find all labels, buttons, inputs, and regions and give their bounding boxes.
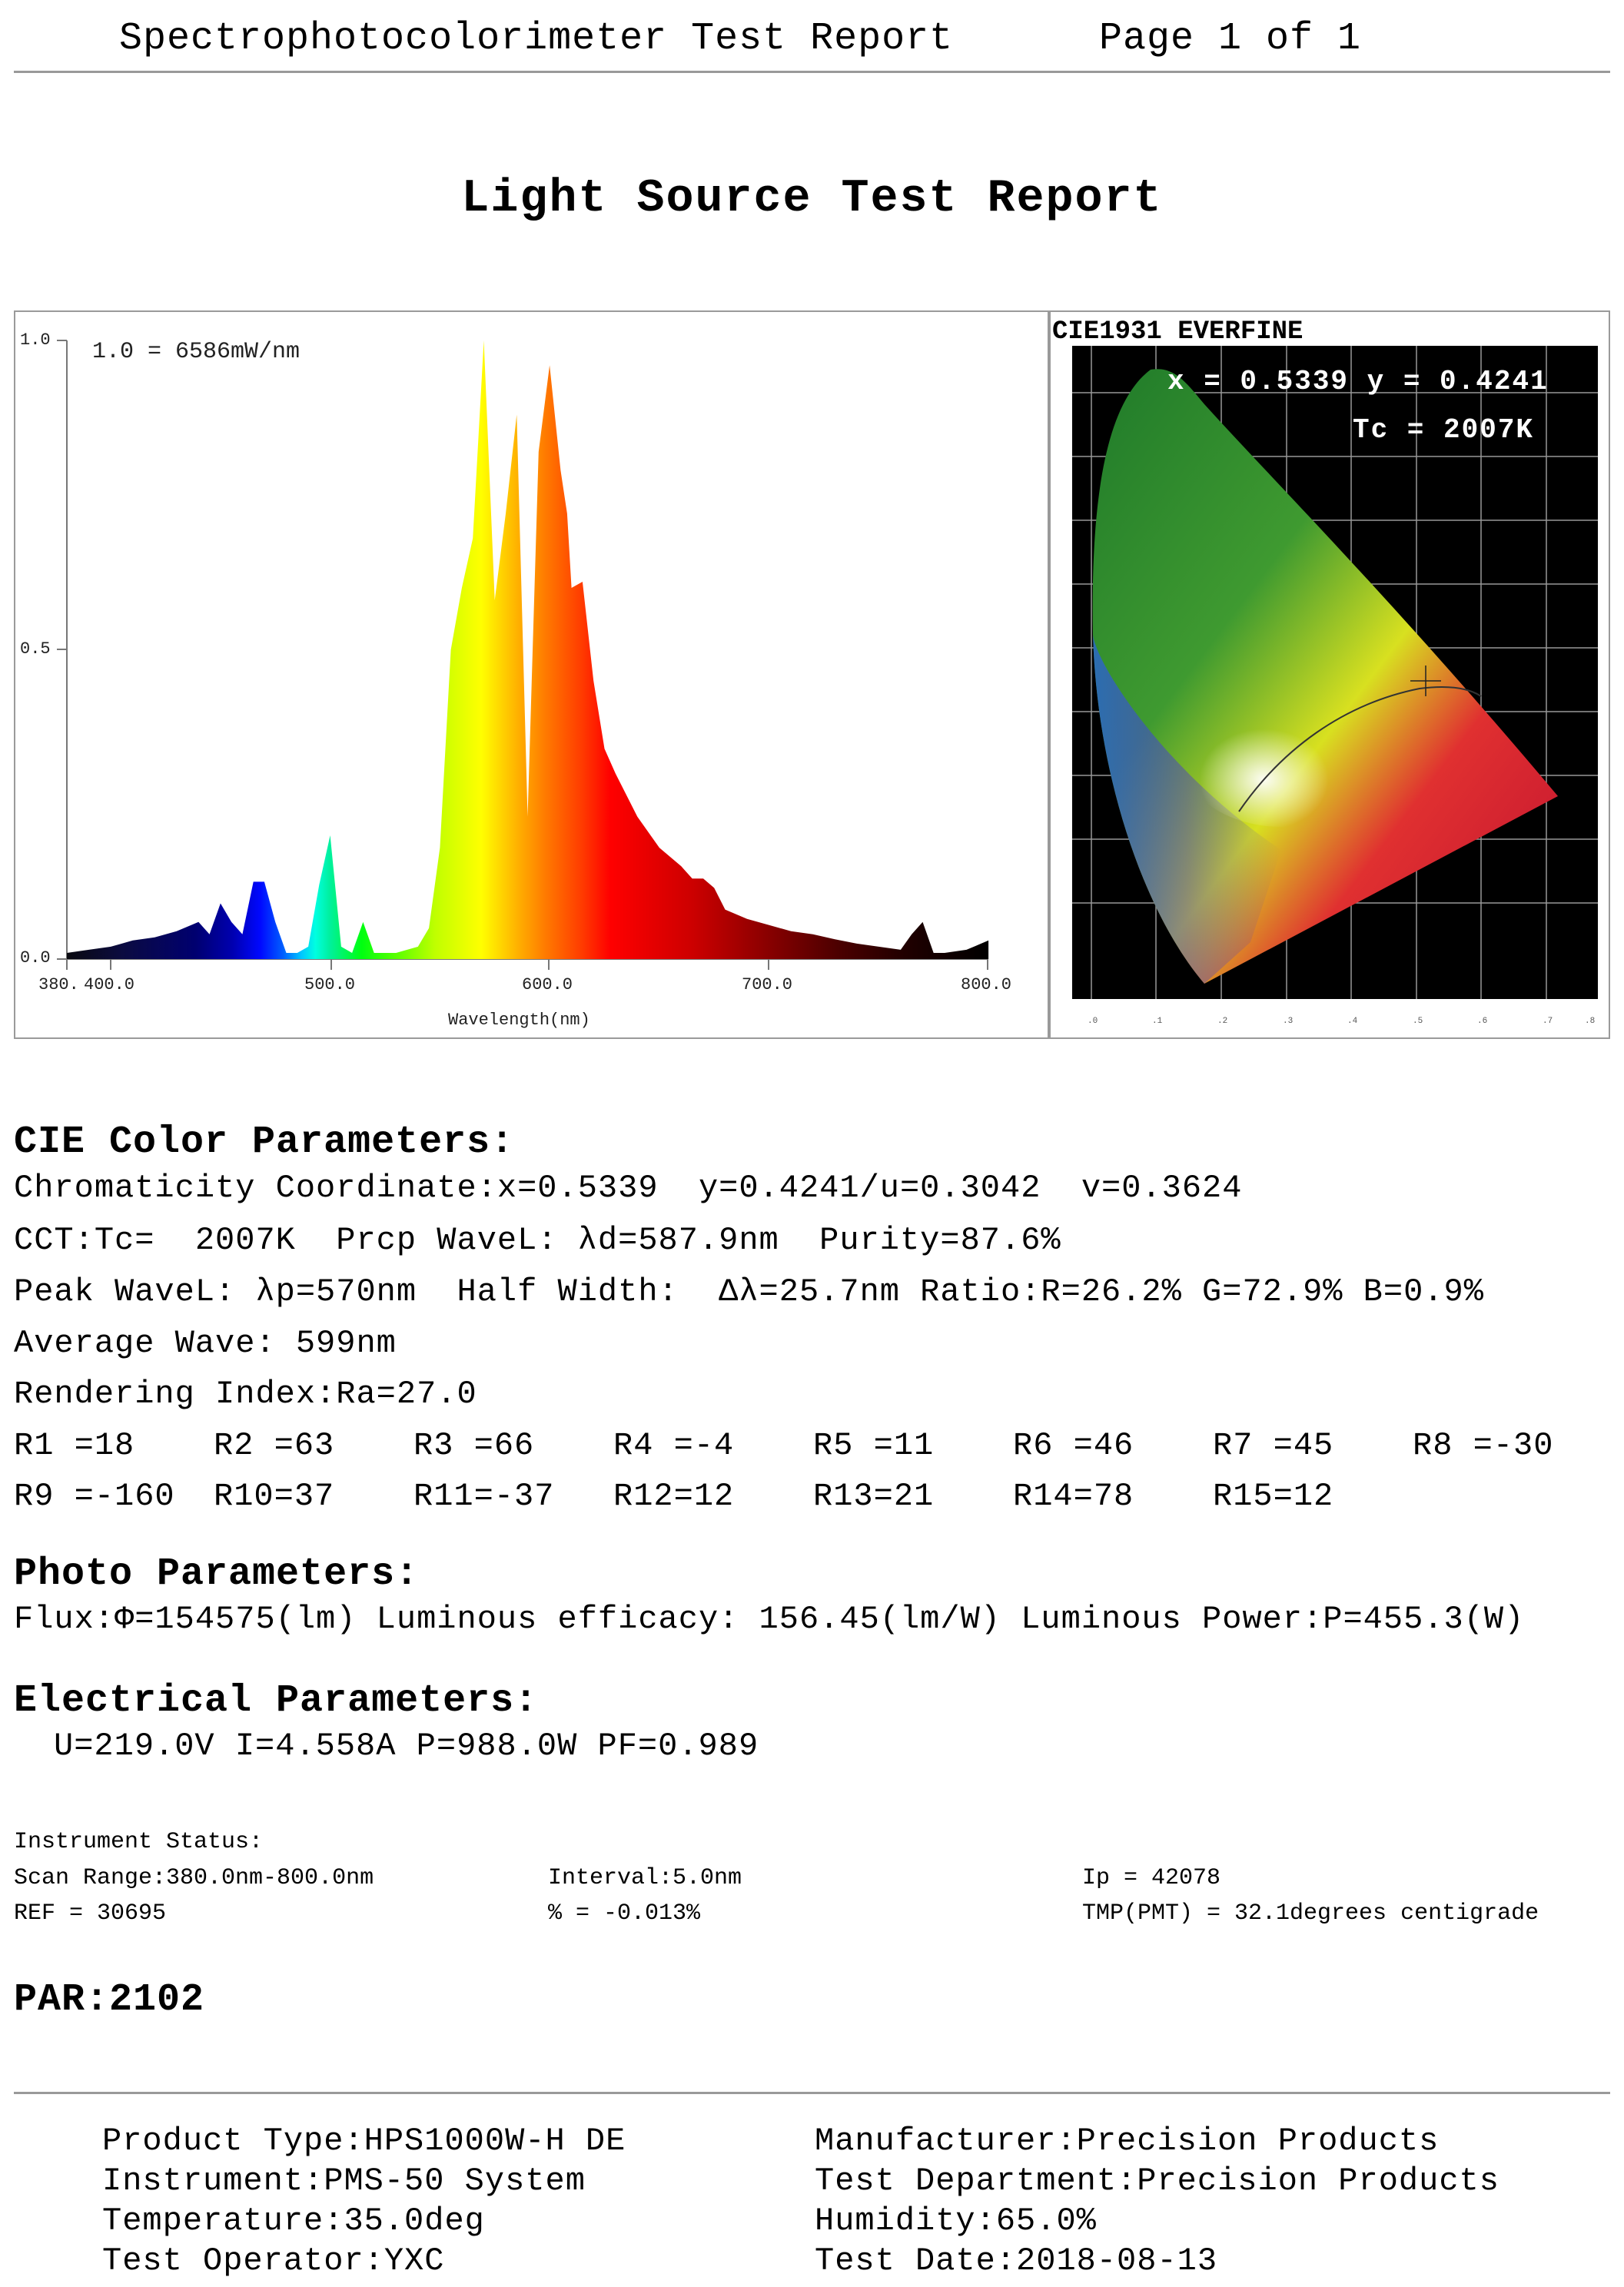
cie-plot: .0 .1 .2 .3 .4 .5 .6 .7 .8 CIE1931 EVERF…: [1051, 312, 1598, 1026]
cie-color-temperature: Tc = 2007K: [1353, 414, 1534, 446]
cie-x-tick: .1: [1152, 1017, 1163, 1026]
r-value: R6 =46: [1013, 1427, 1134, 1464]
cie-x-tick: .5: [1413, 1017, 1423, 1026]
x-axis-label: Wavelength(nm): [448, 1011, 590, 1030]
x-tick-800: 800.0: [961, 975, 1011, 994]
test-operator: Test Operator:YXC: [102, 2242, 445, 2279]
page-indicator: Page 1 of 1: [1099, 17, 1362, 61]
cie-x-tick: .2: [1217, 1017, 1227, 1026]
ref-value: REF = 30695: [14, 1900, 167, 1927]
cie-diagram: .0 .1 .2 .3 .4 .5 .6 .7 .8 CIE1931 EVERF…: [1049, 310, 1610, 1039]
par-value: PAR:2102: [14, 1978, 205, 2022]
x-tick-600: 600.0: [522, 975, 573, 994]
r-value: R1 =18: [14, 1427, 135, 1464]
r-value: R13=21: [813, 1478, 935, 1515]
cie-x-tick: .8: [1585, 1017, 1595, 1026]
r-value: R11=-37: [413, 1478, 555, 1515]
spectrum-plot: 1.0 0.5 0.0 1.0 = 6586mW/nm 380. 400.0 5…: [20, 330, 1011, 1030]
r-value: R8 =-30: [1413, 1427, 1554, 1464]
x-tick-400: 400.0: [84, 975, 135, 994]
rendering-index-line: Rendering Index:Ra=27.0: [14, 1376, 477, 1412]
cie-parameters-heading: CIE Color Parameters:: [14, 1120, 515, 1164]
test-department: Test Department:Precision Products: [815, 2163, 1499, 2199]
planckian-locus: [1238, 686, 1482, 812]
test-temperature: Temperature:35.0deg: [102, 2202, 485, 2239]
pmt-temperature: TMP(PMT) = 32.1degrees centigrade: [1082, 1900, 1539, 1927]
test-date: Test Date:2018-08-13: [815, 2242, 1218, 2279]
peak-wavelength-line: Peak WaveL: λp=570nm Half Width: Δλ=25.7…: [14, 1273, 1484, 1310]
electrical-parameters-line: U=219.0V I=4.558A P=988.0W PF=0.989: [54, 1728, 759, 1764]
scan-interval: Interval:5.0nm: [548, 1865, 742, 1891]
scale-note: 1.0 = 6586mW/nm: [92, 339, 300, 365]
r-value: R14=78: [1013, 1478, 1134, 1515]
cie-x-tick: .0: [1088, 1017, 1098, 1026]
instrument-status-heading: Instrument Status:: [14, 1829, 264, 1855]
y-tick-1: 1.0: [20, 330, 51, 350]
cie-x-tick: .4: [1347, 1017, 1358, 1026]
page-title: Light Source Test Report: [461, 173, 1163, 225]
r-value: R15=12: [1213, 1478, 1334, 1515]
x-tick-700: 700.0: [742, 975, 792, 994]
r-value: R5 =11: [813, 1427, 935, 1464]
header-divider: [14, 71, 1610, 73]
x-tick-380: 380.: [38, 975, 79, 994]
humidity: Humidity:65.0%: [815, 2202, 1097, 2239]
cie-coordinates: x = 0.5339 y = 0.4241: [1167, 366, 1549, 397]
footer-divider: [14, 2092, 1610, 2094]
cie-x-tick: .3: [1283, 1017, 1293, 1026]
photo-parameters-heading: Photo Parameters:: [14, 1552, 420, 1596]
chromaticity-point-marker: [1410, 666, 1441, 696]
report-header-title: Spectrophotocolorimeter Test Report: [119, 17, 954, 61]
y-tick-05: 0.5: [20, 639, 51, 659]
x-tick-500: 500.0: [304, 975, 355, 994]
percent-value: % = -0.013%: [548, 1900, 701, 1927]
r-value: R12=12: [613, 1478, 735, 1515]
r-value: R9 =-160: [14, 1478, 175, 1515]
electrical-parameters-heading: Electrical Parameters:: [14, 1679, 539, 1723]
chromaticity-line: Chromaticity Coordinate:x=0.5339 y=0.424…: [14, 1170, 1243, 1207]
ip-value: Ip = 42078: [1082, 1865, 1221, 1891]
product-type: Product Type:HPS1000W-H DE: [102, 2123, 626, 2159]
manufacturer: Manufacturer:Precision Products: [815, 2123, 1440, 2159]
r-value: R10=37: [214, 1478, 335, 1515]
scan-range: Scan Range:380.0nm-800.0nm: [14, 1865, 374, 1891]
cct-line: CCT:Tc= 2007K Prcp WaveL: λd=587.9nm Pur…: [14, 1222, 1061, 1259]
cie-label: CIE1931 EVERFINE: [1052, 317, 1303, 347]
r-value: R3 =66: [413, 1427, 535, 1464]
r-value: R7 =45: [1213, 1427, 1334, 1464]
r-value: R2 =63: [214, 1427, 335, 1464]
photo-parameters-line: Flux:Φ=154575(lm) Luminous efficacy: 156…: [14, 1601, 1525, 1638]
average-wave-line: Average Wave: 599nm: [14, 1325, 397, 1362]
spectrum-chart: 1.0 0.5 0.0 1.0 = 6586mW/nm 380. 400.0 5…: [14, 310, 1049, 1039]
instrument-name: Instrument:PMS-50 System: [102, 2163, 586, 2199]
r-value: R4 =-4: [613, 1427, 735, 1464]
cie-x-tick: .7: [1543, 1017, 1553, 1026]
y-tick-0: 0.0: [20, 948, 51, 968]
cie-x-tick: .6: [1477, 1017, 1487, 1026]
